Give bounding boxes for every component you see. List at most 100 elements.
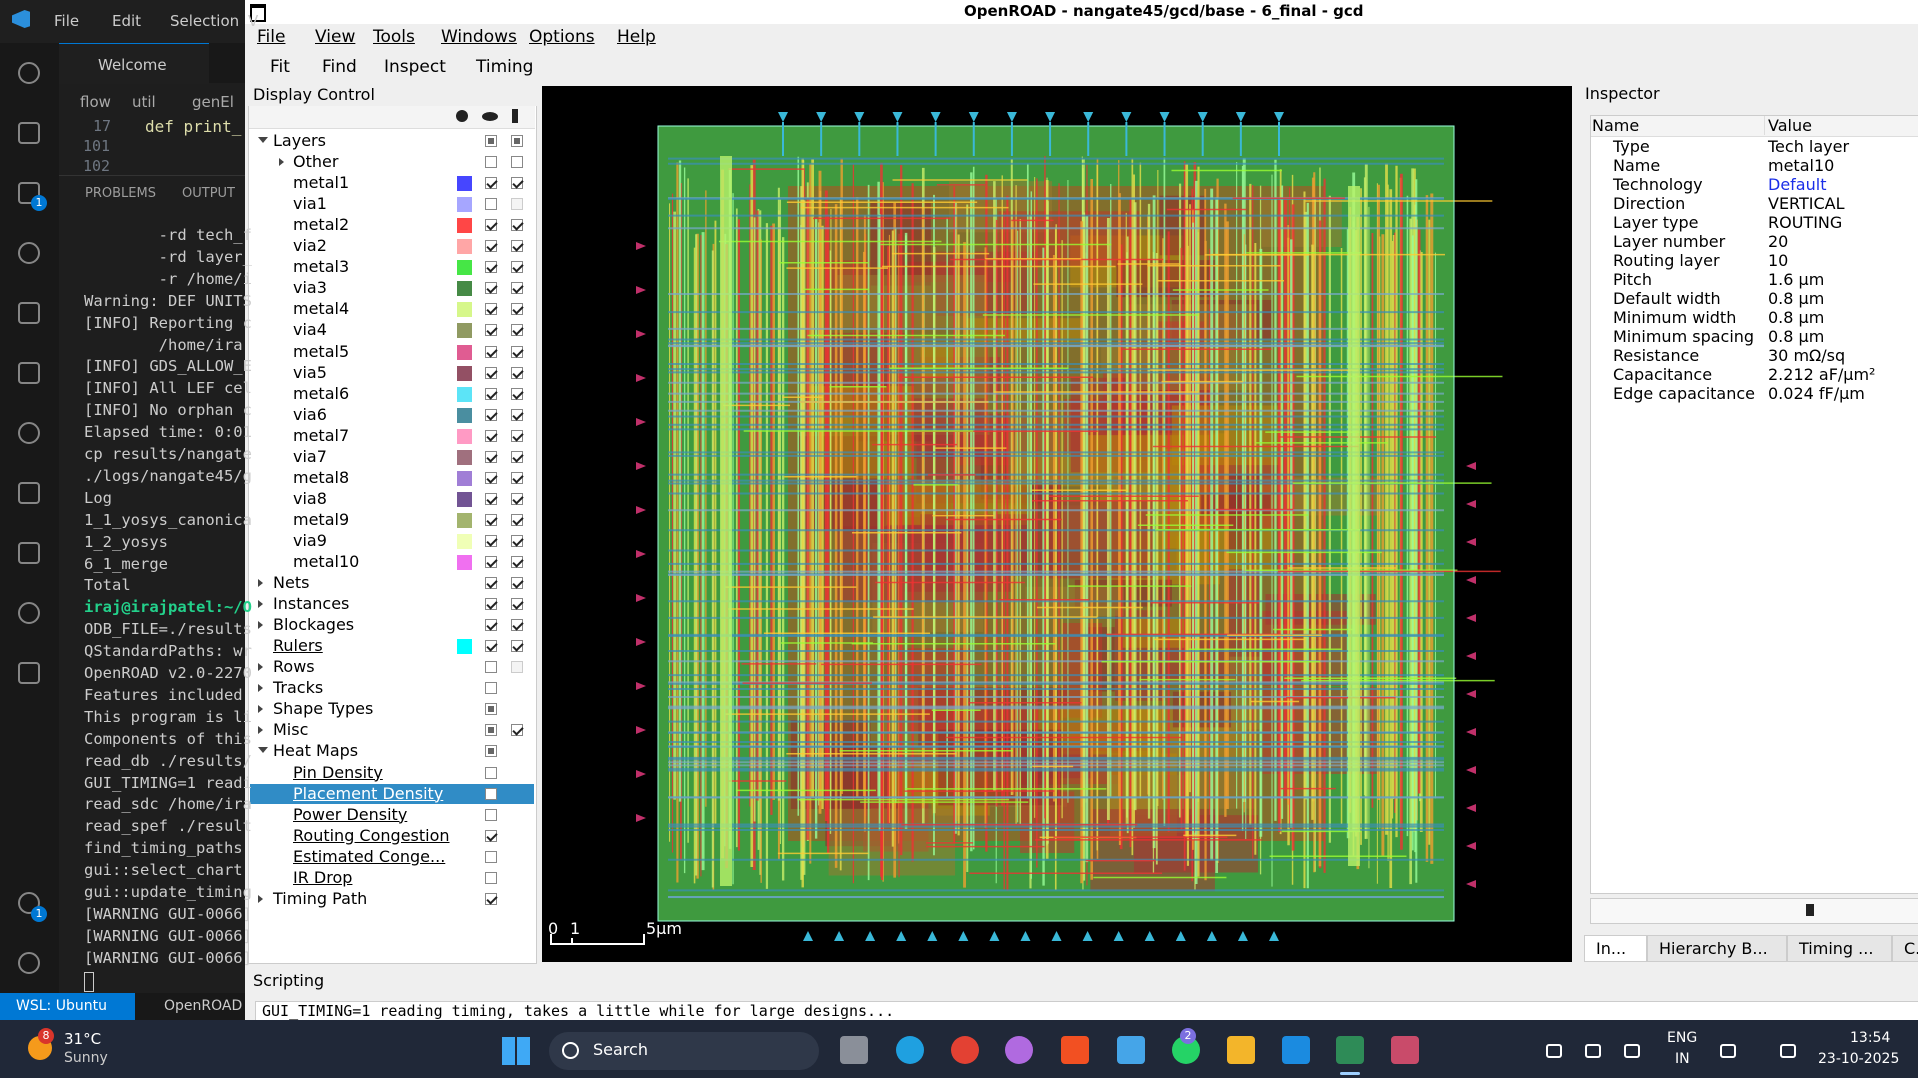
menu-item[interactable]: V xyxy=(248,12,259,30)
panel-tab[interactable]: OUTPUT xyxy=(182,186,235,201)
row-label[interactable]: Tracks xyxy=(273,678,324,698)
expander[interactable] xyxy=(258,137,268,143)
dock-tab[interactable] xyxy=(1647,935,1787,962)
row-label[interactable]: Instances xyxy=(273,594,350,614)
row-label[interactable]: via8 xyxy=(293,488,327,508)
expander[interactable] xyxy=(258,579,263,588)
visible-checkbox[interactable] xyxy=(485,829,497,842)
visible-checkbox[interactable] xyxy=(485,135,497,147)
row-label[interactable]: Blockages xyxy=(273,615,355,635)
row-label[interactable]: Pin Density xyxy=(293,762,383,782)
taskbar-app[interactable] xyxy=(1282,1036,1310,1064)
select-checkbox[interactable] xyxy=(511,640,523,653)
visible-checkbox[interactable] xyxy=(485,577,497,590)
select-checkbox[interactable] xyxy=(511,408,523,421)
select-checkbox[interactable] xyxy=(511,450,523,463)
visible-checkbox[interactable] xyxy=(485,471,497,484)
start-button[interactable] xyxy=(502,1037,530,1065)
row-label[interactable]: metal6 xyxy=(293,383,350,403)
visible-checkbox[interactable] xyxy=(485,177,497,190)
row-label[interactable]: via1 xyxy=(293,194,327,214)
row-label[interactable]: metal5 xyxy=(293,341,350,361)
visible-checkbox[interactable] xyxy=(485,408,497,421)
select-checkbox[interactable] xyxy=(511,198,523,211)
expander[interactable] xyxy=(258,726,263,735)
row-label[interactable]: Placement Density xyxy=(293,783,444,803)
visible-checkbox[interactable] xyxy=(485,282,497,295)
taskbar-app[interactable] xyxy=(1227,1036,1255,1064)
taskbar-app[interactable] xyxy=(1391,1036,1419,1064)
row-label[interactable]: Misc xyxy=(273,720,309,740)
visible-checkbox[interactable] xyxy=(485,219,497,232)
expander[interactable] xyxy=(258,705,263,714)
row-label[interactable]: metal10 xyxy=(293,552,360,571)
row-label[interactable]: via4 xyxy=(293,320,327,340)
menu-item[interactable]: Edit xyxy=(112,12,142,30)
tray-icon[interactable] xyxy=(1624,1044,1640,1058)
menu-item[interactable]: View xyxy=(315,27,356,47)
select-checkbox[interactable] xyxy=(511,261,523,274)
toolbar-button[interactable]: Find xyxy=(322,57,357,77)
visible-checkbox[interactable] xyxy=(485,640,497,653)
select-checkbox[interactable] xyxy=(511,156,523,169)
visible-checkbox[interactable] xyxy=(485,429,497,442)
expander[interactable] xyxy=(258,747,268,754)
tab[interactable] xyxy=(59,43,209,84)
activity-icon[interactable] xyxy=(18,62,40,84)
visible-checkbox[interactable] xyxy=(485,198,497,211)
property-value[interactable]: Default xyxy=(1768,175,1827,194)
select-checkbox[interactable] xyxy=(511,492,523,505)
select-checkbox[interactable] xyxy=(511,324,523,337)
visible-checkbox[interactable] xyxy=(485,156,497,169)
row-label[interactable]: Rulers xyxy=(273,636,323,656)
row-label[interactable]: Shape Types xyxy=(273,699,374,719)
taskbar-app[interactable] xyxy=(1005,1036,1033,1064)
visible-checkbox[interactable] xyxy=(485,682,497,695)
visible-checkbox[interactable] xyxy=(485,492,497,505)
row-label[interactable]: metal7 xyxy=(293,425,350,445)
visible-checkbox[interactable] xyxy=(485,345,497,358)
menu-item[interactable]: File xyxy=(54,12,80,30)
menu-item[interactable]: Windows xyxy=(441,27,517,47)
activity-icon[interactable] xyxy=(18,242,40,264)
menu-item[interactable]: File xyxy=(257,27,286,47)
row-label[interactable]: metal8 xyxy=(293,467,350,487)
taskbar-app[interactable] xyxy=(1061,1036,1089,1064)
search-box[interactable] xyxy=(549,1032,819,1070)
row-label[interactable]: metal4 xyxy=(293,299,350,319)
select-checkbox[interactable] xyxy=(511,177,523,190)
visible-checkbox[interactable] xyxy=(485,787,497,800)
expander[interactable] xyxy=(258,621,263,630)
inspector-button[interactable] xyxy=(1590,898,1918,924)
visible-checkbox[interactable] xyxy=(485,513,497,526)
activity-icon[interactable] xyxy=(18,482,40,504)
row-label[interactable]: Rows xyxy=(273,657,315,677)
dock-tab[interactable] xyxy=(1892,935,1918,962)
activity-icon[interactable] xyxy=(18,952,40,974)
select-checkbox[interactable] xyxy=(511,513,523,526)
visible-checkbox[interactable] xyxy=(485,366,497,379)
activity-icon[interactable] xyxy=(18,302,40,324)
activity-icon[interactable] xyxy=(18,182,40,204)
remote-status[interactable] xyxy=(0,993,135,1020)
activity-icon[interactable] xyxy=(18,892,40,914)
select-checkbox[interactable] xyxy=(511,303,523,316)
row-label[interactable]: Power Density xyxy=(293,804,408,824)
toolbar-button[interactable]: Inspect xyxy=(384,57,446,77)
menu-item[interactable]: Tools xyxy=(373,27,415,47)
taskbar-app[interactable] xyxy=(951,1036,979,1064)
select-checkbox[interactable] xyxy=(511,366,523,379)
visible-checkbox[interactable] xyxy=(485,450,497,463)
row-label[interactable]: Routing Congestion xyxy=(293,825,450,845)
visible-checkbox[interactable] xyxy=(485,808,497,821)
activity-icon[interactable] xyxy=(18,122,40,144)
taskbar-app[interactable] xyxy=(840,1036,868,1064)
select-checkbox[interactable] xyxy=(511,219,523,232)
visible-checkbox[interactable] xyxy=(485,703,497,716)
select-checkbox[interactable] xyxy=(511,577,523,590)
row-label[interactable]: metal9 xyxy=(293,509,350,529)
row-label[interactable]: metal2 xyxy=(293,215,350,235)
row-label[interactable]: Layers xyxy=(273,131,326,150)
row-label[interactable]: Heat Maps xyxy=(273,741,359,761)
visible-checkbox[interactable] xyxy=(485,766,497,779)
